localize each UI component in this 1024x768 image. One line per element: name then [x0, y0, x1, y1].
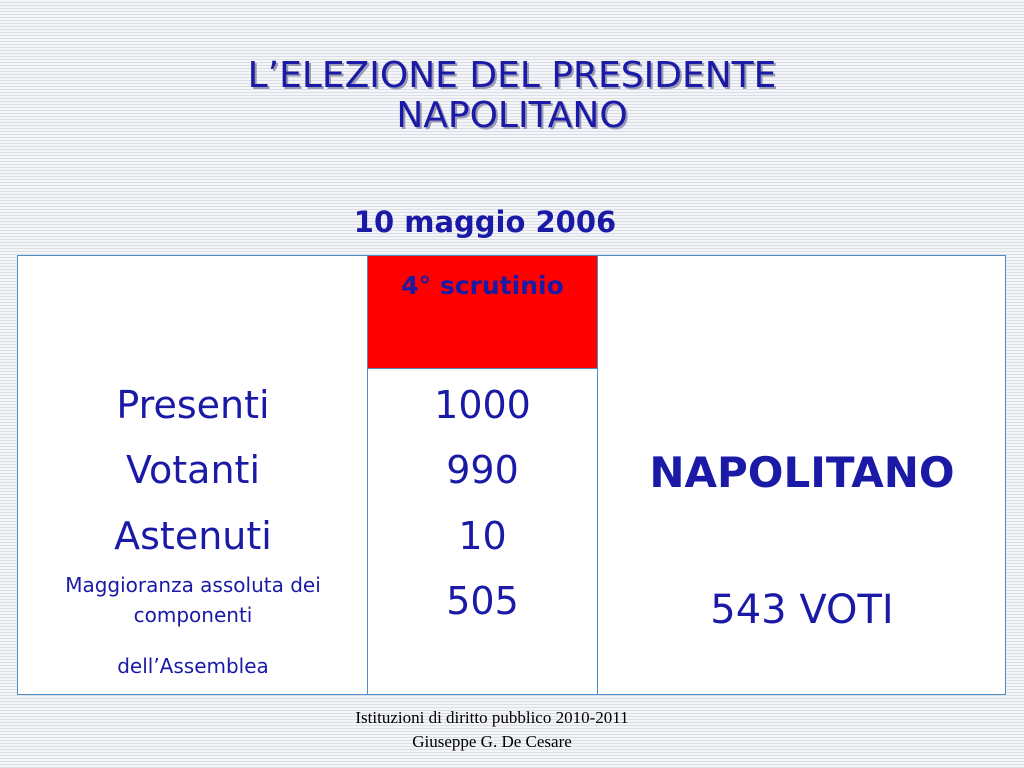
results-table: 4° scrutinio Presenti Votanti Astenuti M… [17, 255, 1006, 695]
value-votanti: 990 [446, 448, 519, 492]
row-label-maggioranza-line2: componenti [133, 603, 253, 627]
row-label-presenti: Presenti [116, 383, 270, 427]
row-label-maggioranza-line3: dell’Assemblea [117, 654, 269, 678]
winner-votes: 543 VOTI [710, 587, 894, 633]
slide-title-line1: L’ELEZIONE DEL PRESIDENTE [247, 55, 777, 96]
row-label-astenuti: Astenuti [114, 514, 272, 558]
footer: Istituzioni di diritto pubblico 2010-201… [292, 706, 692, 754]
footer-line2: Giuseppe G. De Cesare [412, 732, 572, 751]
value-astenuti: 10 [458, 514, 507, 558]
footer-line1: Istituzioni di diritto pubblico 2010-201… [355, 708, 629, 727]
election-date: 10 maggio 2006 [353, 205, 617, 239]
slide-title: L’ELEZIONE DEL PRESIDENTE NAPOLITANO [0, 56, 1024, 136]
column-divider-1 [367, 256, 368, 694]
value-maggioranza: 505 [446, 579, 519, 623]
row-label-maggioranza-line1: Maggioranza assoluta dei [65, 573, 321, 597]
slide-title-line2: NAPOLITANO [396, 95, 628, 136]
round-header-label: 4° scrutinio [401, 271, 564, 300]
round-header-cell: 4° scrutinio [368, 256, 597, 369]
winner-name: NAPOLITANO [649, 448, 955, 497]
column-divider-2 [597, 256, 598, 694]
row-label-votanti: Votanti [125, 448, 261, 492]
value-presenti: 1000 [434, 383, 531, 427]
